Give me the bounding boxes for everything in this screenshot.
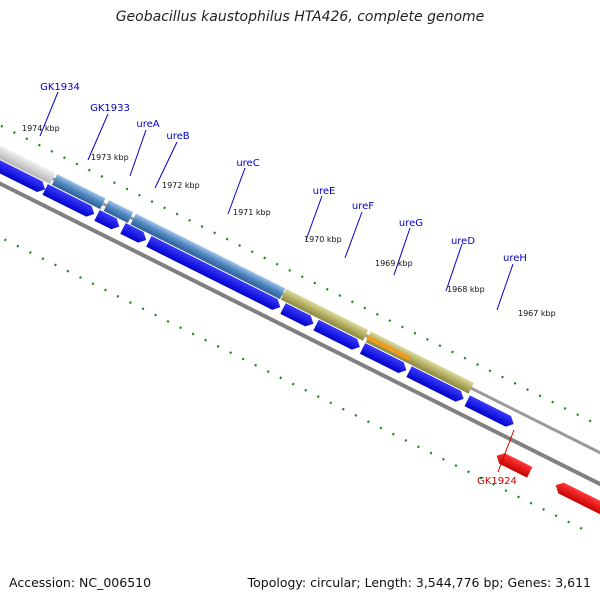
- region-gk1934: [0, 141, 56, 185]
- region-ureb-urec: [130, 213, 286, 300]
- gene-arrow-gk1933[interactable]: [94, 209, 122, 232]
- forward-genes: [0, 153, 516, 429]
- region-ureg-highlight: [366, 335, 411, 361]
- gene-arrow-uref[interactable]: [359, 342, 409, 376]
- gene-label-ureg[interactable]: ureG: [399, 218, 423, 229]
- gene-label-ureb[interactable]: ureB: [166, 131, 189, 142]
- gene-label-ured[interactable]: ureD: [451, 236, 475, 247]
- genome-title: Geobacillus kaustophilus HTA426, complet…: [115, 9, 485, 25]
- gene-arrow-urea[interactable]: [120, 222, 149, 245]
- gene-label-gk1933[interactable]: GK1933: [90, 103, 130, 114]
- kbp-label-1969: 1969 kbp: [375, 259, 413, 268]
- gene-arrow-ureg[interactable]: [406, 366, 466, 404]
- gene-label-uref[interactable]: ureF: [352, 201, 374, 212]
- gene-arrow-uree[interactable]: [313, 319, 362, 353]
- region-gk1933: [51, 174, 106, 210]
- gene-arrow-gk1924[interactable]: [494, 450, 533, 478]
- kbp-label-1968: 1968 kbp: [447, 285, 485, 294]
- gene-arrow-ureb[interactable]: [146, 235, 283, 313]
- kbp-label-1973: 1973 kbp: [91, 153, 129, 162]
- gene-arrow-gk1935[interactable]: [0, 153, 48, 195]
- region-ureg-ured: [365, 331, 474, 394]
- gene-arrow-urec[interactable]: [280, 303, 316, 329]
- gene-label-gk1924[interactable]: GK1924: [477, 476, 517, 487]
- backbone-bottom: [0, 157, 600, 493]
- gene-label-ureh[interactable]: ureH: [503, 253, 527, 264]
- genome-summary-text: Topology: circular; Length: 3,544,776 bp…: [247, 575, 591, 590]
- kbp-label-1974: 1974 kbp: [22, 124, 60, 133]
- kbp-label-1967: 1967 kbp: [518, 309, 556, 318]
- region-uree-uref: [280, 288, 369, 341]
- gene-label-gk1934[interactable]: GK1934: [40, 82, 80, 93]
- gene-label-urec[interactable]: ureC: [236, 158, 259, 169]
- kbp-label-1972: 1972 kbp: [162, 181, 200, 190]
- gene-arrow-gk1923[interactable]: [553, 480, 600, 515]
- upper-tick-row: [0, 124, 600, 441]
- gene-label-uree[interactable]: ureE: [313, 186, 336, 197]
- gene-arrow-gk1934[interactable]: [42, 184, 97, 219]
- gene-arrow-ureh[interactable]: [464, 395, 516, 429]
- kbp-label-1970: 1970 kbp: [304, 235, 342, 244]
- gene-leader-lines: [39, 91, 514, 311]
- region-urea: [103, 200, 134, 223]
- kbp-label-1971: 1971 kbp: [233, 208, 271, 217]
- gene-label-urea[interactable]: ureA: [136, 119, 159, 130]
- reverse-genes: [494, 450, 600, 515]
- gene-leader-gk1924: [497, 429, 515, 473]
- accession-text: Accession: NC_006510: [9, 575, 152, 590]
